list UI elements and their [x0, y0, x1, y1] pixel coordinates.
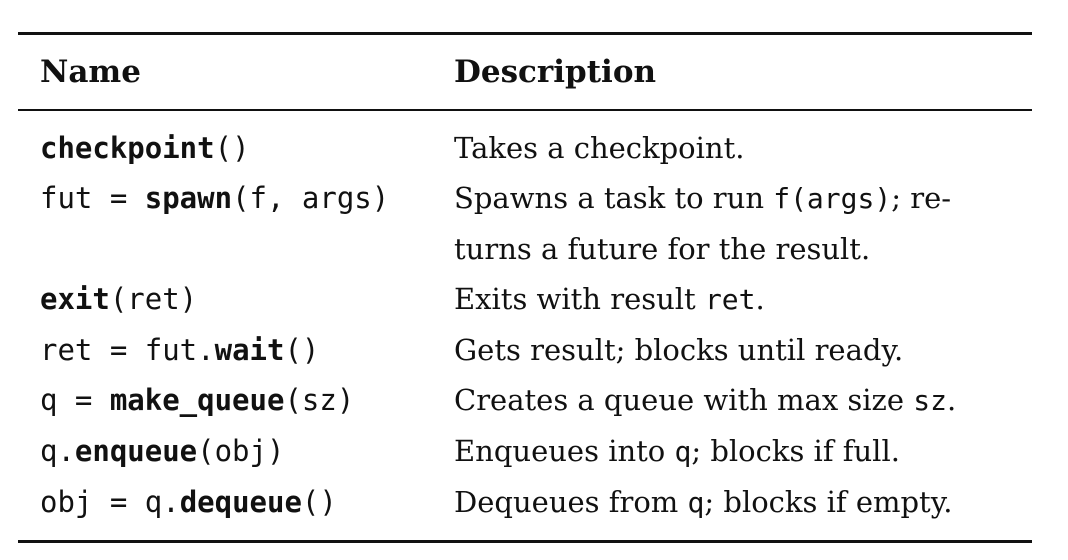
description-text: Dequeues from: [454, 485, 688, 519]
table-row: q = make_queue(sz) Creates a queue with …: [18, 375, 1032, 426]
table-row: obj = q.dequeue() Dequeues from q; block…: [18, 477, 1032, 543]
description-text: Takes a checkpoint.: [454, 131, 745, 165]
description-text: ; blocks if empty.: [704, 485, 953, 519]
description-line: Enqueues into q; blocks if full.: [454, 426, 1032, 477]
table-row: fut = spawn(f, args) Spawns a task to ru…: [18, 173, 1032, 274]
header-name: Name: [18, 32, 454, 111]
function-name: spawn: [144, 181, 233, 215]
description-code: sz: [913, 384, 947, 417]
name-prefix: obj = q.: [40, 485, 180, 519]
table-row: checkpoint() Takes a checkpoint.: [18, 110, 1032, 173]
row-name-cell: exit(ret): [18, 274, 454, 325]
description-line: Dequeues from q; blocks if empty.: [454, 477, 1032, 528]
row-name-cell: obj = q.dequeue(): [18, 477, 454, 543]
description-text: Exits with result: [454, 282, 705, 316]
description-line: Exits with result ret.: [454, 274, 1032, 325]
description-line-2: turns a future for the result.: [454, 232, 871, 266]
description-line: Gets result; blocks until ready.: [454, 325, 1032, 375]
name-prefix: q.: [40, 434, 75, 468]
row-name-cell: ret = fut.wait(): [18, 325, 454, 375]
row-description-cell: Spawns a task to run f(args); re-turns a…: [454, 173, 1032, 274]
description-line: Takes a checkpoint.: [454, 123, 1032, 173]
row-name-cell: q = make_queue(sz): [18, 375, 454, 426]
description-text: .: [755, 282, 765, 316]
description-text: ; re-: [891, 181, 952, 215]
description-line: Creates a queue with max size sz.: [454, 375, 1032, 426]
function-name: make_queue: [109, 383, 285, 417]
description-text: Gets result; blocks until ready.: [454, 333, 904, 367]
description-text: ; blocks if full.: [691, 434, 900, 468]
header-description: Description: [454, 32, 1032, 111]
name-prefix: q =: [40, 383, 110, 417]
name-prefix: ret = fut.: [40, 333, 215, 367]
description-text: Enqueues into: [454, 434, 675, 468]
row-description-cell: Dequeues from q; blocks if empty.: [454, 477, 1032, 543]
name-suffix: (): [214, 131, 250, 165]
function-name: enqueue: [74, 434, 198, 468]
description-code: f(args): [773, 182, 892, 215]
name-suffix: (ret): [109, 282, 198, 316]
description-text: Spawns a task to run: [454, 181, 774, 215]
name-suffix: (obj): [197, 434, 285, 468]
description-text: .: [946, 383, 957, 417]
name-suffix: (): [284, 333, 320, 367]
description-code: ret: [704, 283, 756, 316]
api-table: Name Description checkpoint() Takes a ch…: [18, 32, 1032, 543]
table-header-row: Name Description: [18, 32, 1032, 111]
row-name-cell: fut = spawn(f, args): [18, 173, 454, 274]
row-description-cell: Exits with result ret.: [454, 274, 1032, 325]
row-description-cell: Takes a checkpoint.: [454, 110, 1032, 173]
row-description-cell: Gets result; blocks until ready.: [454, 325, 1032, 375]
row-description-cell: Creates a queue with max size sz.: [454, 375, 1032, 426]
name-prefix: fut =: [40, 181, 145, 215]
description-code: q: [687, 486, 705, 519]
description-code: q: [674, 435, 692, 468]
name-suffix: (): [301, 485, 337, 519]
row-description-cell: Enqueues into q; blocks if full.: [454, 426, 1032, 477]
description-line: Spawns a task to run f(args); re-: [454, 173, 1032, 224]
table-row: exit(ret) Exits with result ret.: [18, 274, 1032, 325]
row-name-cell: q.enqueue(obj): [18, 426, 454, 477]
name-suffix: (f, args): [232, 181, 390, 215]
name-suffix: (sz): [284, 383, 355, 417]
function-name: checkpoint: [40, 131, 215, 165]
function-name: exit: [40, 282, 110, 316]
function-name: dequeue: [179, 485, 302, 519]
description-text: Creates a queue with max size: [454, 383, 914, 417]
row-name-cell: checkpoint(): [18, 110, 454, 173]
table-row: q.enqueue(obj) Enqueues into q; blocks i…: [18, 426, 1032, 477]
function-name: wait: [214, 333, 285, 367]
table-row: ret = fut.wait() Gets result; blocks unt…: [18, 325, 1032, 375]
